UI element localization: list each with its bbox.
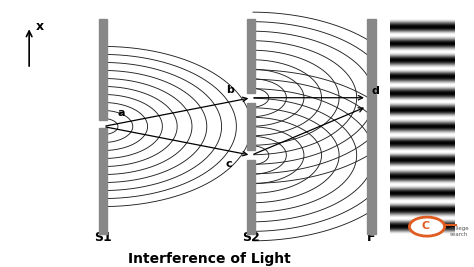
Bar bbox=[247, 19, 255, 93]
Text: F: F bbox=[367, 231, 376, 244]
Text: x: x bbox=[36, 20, 44, 33]
Bar bbox=[247, 103, 255, 150]
Text: S1: S1 bbox=[94, 231, 112, 244]
Bar bbox=[99, 128, 107, 234]
Text: C: C bbox=[421, 221, 429, 231]
Text: S2: S2 bbox=[242, 231, 260, 244]
Circle shape bbox=[410, 217, 445, 236]
Text: a: a bbox=[117, 108, 125, 119]
Text: Interference of Light: Interference of Light bbox=[128, 252, 291, 266]
Text: c: c bbox=[226, 159, 232, 168]
Bar bbox=[247, 160, 255, 234]
Text: b: b bbox=[226, 85, 234, 95]
Bar bbox=[367, 19, 376, 234]
Bar bbox=[99, 19, 107, 120]
Text: d: d bbox=[372, 86, 379, 96]
Text: college
search: college search bbox=[450, 226, 470, 237]
